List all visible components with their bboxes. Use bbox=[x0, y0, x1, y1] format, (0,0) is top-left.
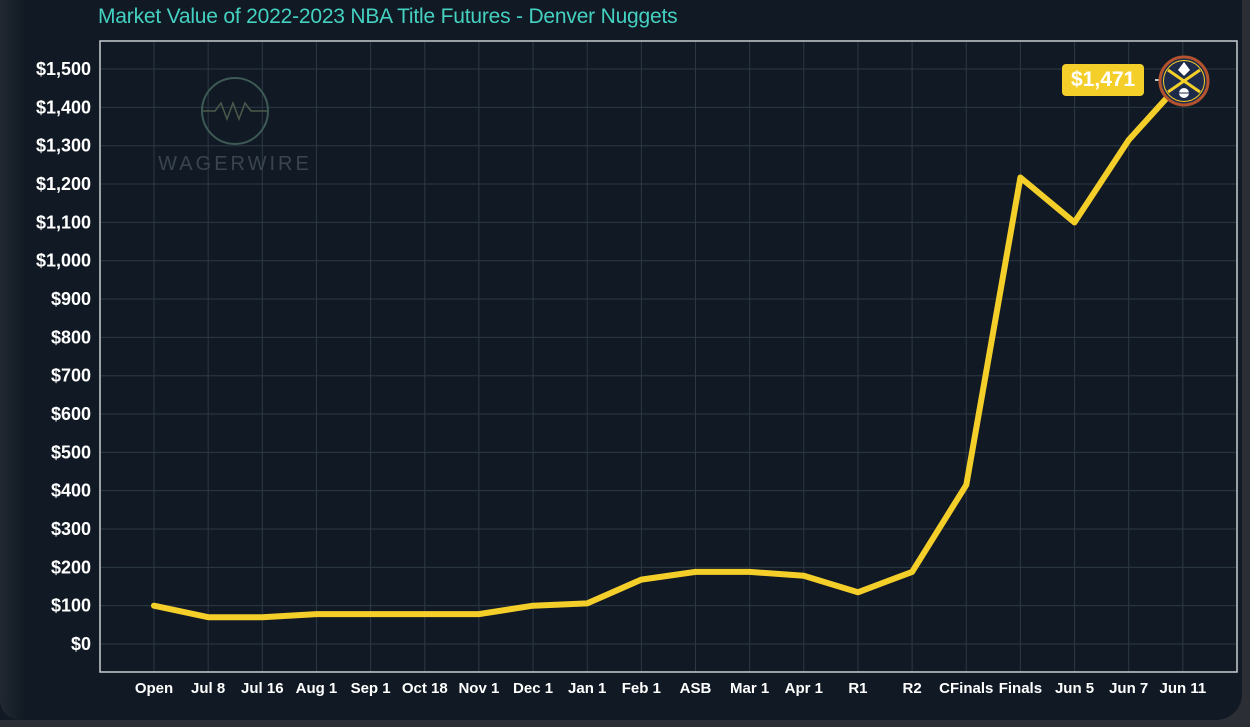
x-tick-label: Finals bbox=[999, 680, 1042, 697]
denver-nuggets-logo-icon bbox=[1158, 55, 1210, 107]
x-tick-label: Jan 1 bbox=[568, 680, 606, 697]
wagerwire-watermark: WAGERWIRE bbox=[158, 77, 312, 175]
y-tick-label: $700 bbox=[51, 366, 91, 386]
watermark-text: WAGERWIRE bbox=[158, 153, 312, 175]
x-tick-label: CFinals bbox=[939, 680, 993, 697]
x-tick-label: R1 bbox=[848, 680, 867, 697]
y-tick-label: $1,100 bbox=[36, 212, 91, 232]
y-tick-label: $1,200 bbox=[36, 174, 91, 194]
x-tick-label: Jun 11 bbox=[1159, 680, 1206, 697]
x-tick-label: Aug 1 bbox=[296, 680, 338, 697]
y-tick-label: $1,000 bbox=[36, 251, 91, 271]
x-tick-label: Oct 18 bbox=[402, 680, 448, 697]
latest-value-callout: $1,471 bbox=[1062, 64, 1145, 96]
x-tick-label: Mar 1 bbox=[730, 680, 769, 697]
y-tick-label: $900 bbox=[51, 289, 91, 309]
y-tick-label: $600 bbox=[51, 404, 91, 424]
plot-area-border bbox=[99, 40, 1238, 673]
y-axis-ticks: $0 $100 $200 $300 $400 $500 $600 $700 $800 $900 $1… bbox=[36, 59, 91, 654]
x-tick-label: Feb 1 bbox=[622, 680, 661, 697]
y-tick-label: $1,500 bbox=[36, 59, 91, 79]
y-tick-label: $1,300 bbox=[36, 136, 91, 156]
y-tick-label: $500 bbox=[51, 442, 91, 462]
x-tick-label: ASB bbox=[680, 680, 712, 697]
x-tick-label: R2 bbox=[903, 680, 922, 697]
x-tick-label: Open bbox=[135, 680, 173, 697]
grid-lines bbox=[100, 41, 1237, 672]
x-tick-label: Jul 16 bbox=[241, 680, 284, 697]
x-tick-label: Sep 1 bbox=[351, 680, 391, 697]
x-tick-label: Apr 1 bbox=[785, 680, 823, 697]
x-tick-label: Jun 7 bbox=[1109, 680, 1148, 697]
y-tick-label: $0 bbox=[71, 634, 91, 654]
y-tick-label: $100 bbox=[51, 596, 91, 616]
chart-title: Market Value of 2022-2023 NBA Title Futu… bbox=[98, 5, 678, 28]
x-axis-ticks: Open Jul 8 Jul 16 Aug 1 Sep 1 Oct 18 Nov 1 Dec … bbox=[135, 680, 1206, 697]
x-tick-label: Nov 1 bbox=[458, 680, 499, 697]
y-tick-label: $1,400 bbox=[36, 97, 91, 117]
y-tick-label: $400 bbox=[51, 481, 91, 501]
y-tick-label: $800 bbox=[51, 327, 91, 347]
x-tick-label: Jun 5 bbox=[1055, 680, 1094, 697]
series-line-denver-nuggets bbox=[151, 77, 1186, 621]
x-tick-label: Dec 1 bbox=[513, 680, 553, 697]
y-tick-label: $200 bbox=[51, 557, 91, 577]
x-tick-label: Jul 8 bbox=[191, 680, 225, 697]
y-tick-label: $300 bbox=[51, 519, 91, 539]
